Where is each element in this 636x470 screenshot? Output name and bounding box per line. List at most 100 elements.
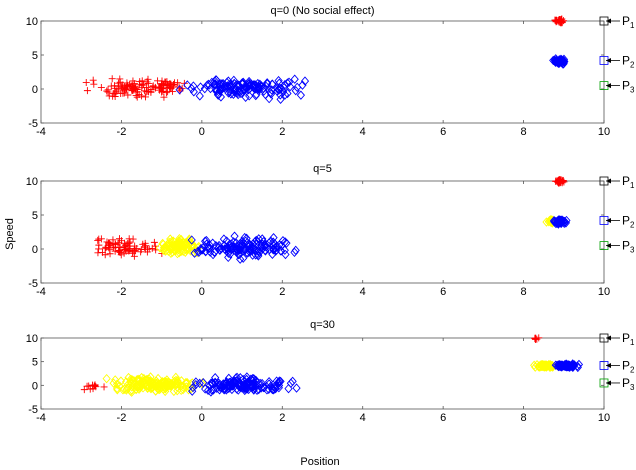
diamond-marker (240, 383, 249, 394)
plus-marker (130, 252, 138, 260)
diamond-marker (133, 374, 142, 385)
diamond-marker (251, 250, 260, 260)
diamond-marker (272, 381, 281, 391)
x-tick-label: 10 (598, 412, 610, 424)
diamond-marker (164, 380, 173, 390)
profile-label: P1 (622, 331, 635, 347)
diamond-marker (196, 82, 205, 92)
diamond-marker (214, 242, 223, 253)
diamond-marker (272, 376, 281, 386)
x-tick-label: -4 (36, 412, 46, 424)
diamond-marker (187, 235, 196, 245)
plus-marker (100, 383, 108, 391)
profile-arrowhead (606, 362, 611, 368)
plus-marker (104, 88, 112, 96)
diamond-marker (540, 360, 550, 371)
diamond-marker (265, 376, 274, 387)
y-tick-label: 5 (32, 50, 38, 62)
diamond-marker (174, 245, 183, 255)
diamond-marker (254, 251, 263, 261)
diamond-marker (189, 81, 198, 91)
diamond-marker (274, 377, 284, 388)
diamond-marker (240, 385, 249, 396)
diamond-marker (177, 241, 186, 252)
x-tick-label: 0 (199, 286, 205, 298)
diamond-marker (216, 84, 225, 94)
diamond-marker (236, 372, 245, 383)
plus-marker (129, 249, 137, 257)
diamond-marker (195, 91, 204, 101)
diamond-marker (232, 384, 241, 394)
diamond-marker (268, 384, 278, 394)
diamond-marker (530, 360, 539, 370)
plus-marker (122, 241, 130, 249)
diamond-marker (555, 56, 564, 66)
profile-arrowhead (606, 243, 611, 249)
plus-marker (116, 78, 124, 86)
plus-marker (115, 246, 123, 254)
diamond-marker (557, 55, 566, 65)
plus-marker (139, 80, 147, 88)
diamond-marker (234, 381, 243, 391)
x-tick-label: 10 (598, 286, 610, 298)
x-tick-label: 6 (440, 126, 446, 138)
plus-marker (91, 381, 99, 389)
plus-marker (166, 83, 174, 91)
diamond-marker (126, 380, 135, 390)
x-tick-label: -2 (117, 412, 127, 424)
x-tick-label: 8 (521, 412, 527, 424)
diamond-marker (225, 79, 235, 90)
diamond-marker (162, 375, 171, 385)
plus-marker (130, 246, 138, 254)
plus-marker (156, 84, 164, 92)
diamond-marker (113, 385, 122, 395)
diamond-marker (124, 372, 133, 383)
plus-marker (97, 84, 105, 92)
y-tick-label: 10 (26, 176, 38, 188)
diamond-marker (147, 382, 156, 392)
diamond-marker (211, 241, 220, 251)
diamond-marker (226, 242, 235, 253)
y-tick-label: 0 (32, 244, 38, 256)
diamond-marker (182, 245, 191, 256)
plus-marker (150, 238, 158, 246)
diamond-marker (252, 380, 262, 390)
diamond-marker (266, 381, 275, 391)
plus-marker (158, 80, 166, 88)
diamond-marker (240, 232, 249, 243)
plus-marker (553, 177, 561, 185)
diamond-marker (146, 372, 155, 382)
diamond-marker (249, 382, 258, 392)
diamond-marker (190, 248, 199, 258)
diamond-marker (252, 89, 261, 100)
diamond-marker (165, 380, 174, 391)
diamond-marker (276, 94, 285, 105)
plus-marker (101, 245, 109, 253)
diamond-marker (169, 386, 178, 397)
profile-label: P2 (622, 213, 635, 229)
diamond-marker (273, 86, 282, 96)
diamond-marker (274, 84, 283, 94)
diamond-marker (275, 78, 284, 88)
plus-marker (115, 79, 123, 87)
diamond-marker (246, 381, 255, 392)
plus-marker (162, 89, 170, 97)
diamond-marker (224, 252, 233, 263)
plus-marker (175, 83, 183, 91)
diamond-marker (556, 360, 565, 371)
y-tick-label: -5 (28, 118, 38, 130)
profile-label: P2 (622, 358, 635, 374)
diamond-marker (183, 377, 192, 388)
plus-marker (154, 77, 162, 85)
diamond-marker (216, 92, 226, 102)
diamond-marker (201, 246, 210, 256)
diamond-marker (215, 379, 225, 390)
diamond-marker (187, 241, 197, 251)
y-tick-label: -5 (28, 404, 38, 416)
plus-marker (143, 248, 151, 256)
profile-arrowhead (606, 57, 611, 63)
diamond-marker (249, 374, 258, 384)
diamond-marker (254, 234, 263, 244)
diamond-marker (290, 247, 299, 258)
plus-marker (552, 17, 560, 25)
